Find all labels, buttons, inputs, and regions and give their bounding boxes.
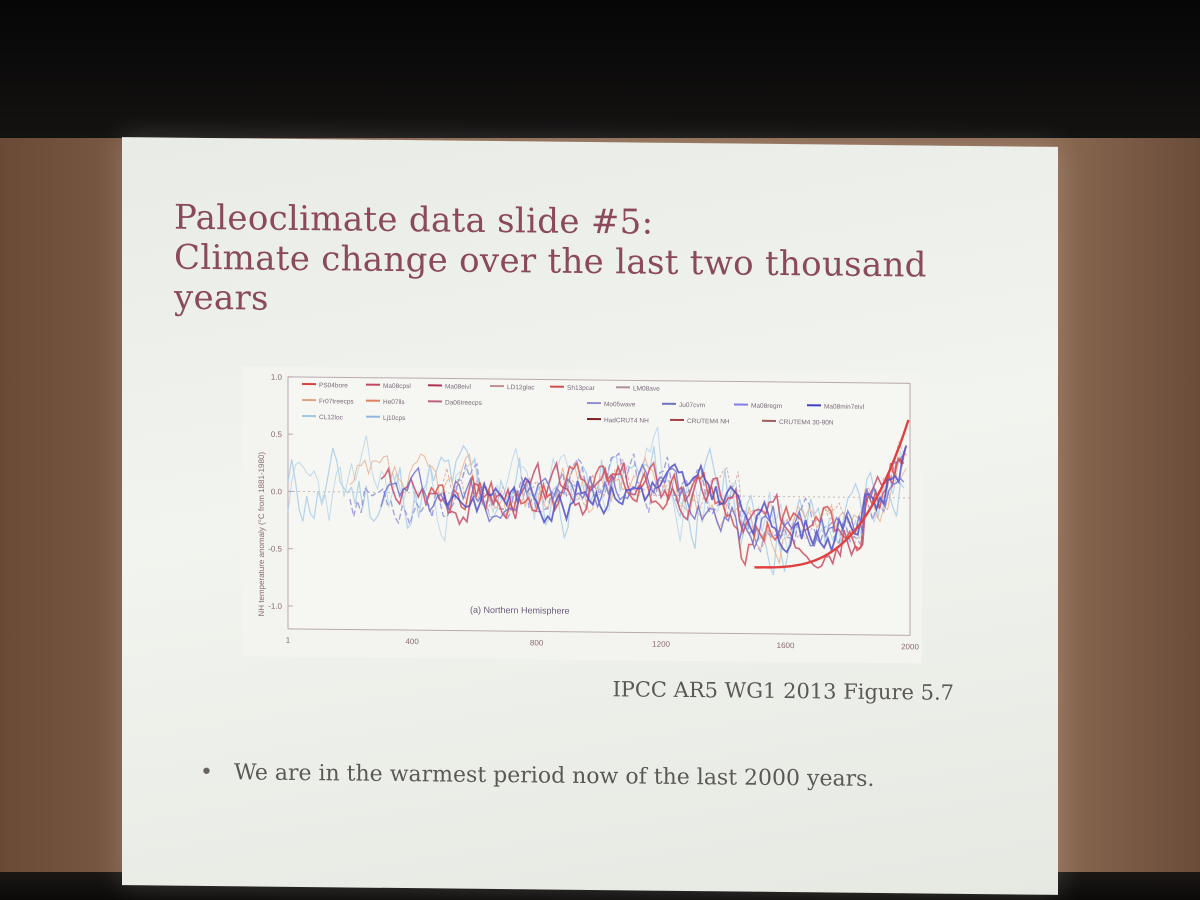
legend-entry: LM08ave xyxy=(616,385,660,393)
figure-legend: PS04bore Ma08cpsl Ma08eivl LD12glac Sh13pcar… xyxy=(302,382,865,427)
legend-label: Ma08eivl xyxy=(445,383,472,390)
legend-entry: LD12glac xyxy=(490,384,535,391)
y-tick-label: 0.5 xyxy=(271,430,283,439)
legend-entry: Fr07treecps xyxy=(302,398,354,406)
legend-entry: Ma08regm xyxy=(734,403,782,410)
legend-label: CRUTEM4 NH xyxy=(687,418,730,425)
dark-ceiling xyxy=(0,0,1200,150)
legend-entry: PS04bore xyxy=(302,382,348,389)
x-tick-label: 400 xyxy=(405,637,419,646)
legend-entry: He07lls xyxy=(366,399,405,406)
reconstruction-trace xyxy=(349,452,907,553)
legend-entry: Ju07cvm xyxy=(662,402,705,409)
x-tick-label: 1200 xyxy=(652,640,670,649)
legend-entry: CRUTEM4 NH xyxy=(670,418,730,425)
legend-entry: Ma08eivl xyxy=(428,383,472,391)
legend-label: LM08ave xyxy=(633,385,660,392)
reconstruction-trace xyxy=(380,463,905,551)
legend-label: CRUTEM4 30-90N xyxy=(779,419,834,427)
legend-entry: Ma08min7eivl xyxy=(807,403,865,411)
slide-title: Paleoclimate data slide #5: Climate chan… xyxy=(174,198,1034,327)
legend-entry: Lj10cps xyxy=(366,415,406,422)
plot-frame xyxy=(287,376,911,636)
x-tick-label: 800 xyxy=(530,638,544,647)
panel-label: (a) Northern Hemisphere xyxy=(470,605,570,616)
legend-entry: HadCRUT4 NH xyxy=(587,417,649,425)
legend-label: Mo05wave xyxy=(604,401,636,408)
legend-label: CL12loc xyxy=(319,414,344,421)
bullet-list: We are in the warmest period now of the … xyxy=(200,760,1020,794)
legend-label: Ma08regm xyxy=(751,403,782,410)
legend-label: Ma08min7eivl xyxy=(824,403,865,410)
x-tick-label: 2000 xyxy=(901,642,919,651)
legend-label: He07lls xyxy=(383,399,405,406)
legend-label: LD12glac xyxy=(507,384,535,391)
legend-label: PS04bore xyxy=(319,382,348,389)
legend-label: Sh13pcar xyxy=(567,385,596,392)
legend-label: Fr07treecps xyxy=(319,398,354,405)
legend-entry: Mo05wave xyxy=(587,401,636,408)
legend-entry: CRUTEM4 30-90N xyxy=(762,419,834,427)
reconstruction-trace xyxy=(426,446,907,567)
y-axis-label: NH temperature anomaly (°C from 1881-198… xyxy=(257,452,266,617)
legend-label: Lj10cps xyxy=(383,415,406,422)
bullet-item: We are in the warmest period now of the … xyxy=(200,760,1020,794)
series-layer xyxy=(287,419,910,576)
x-tick-label: 1 xyxy=(286,636,291,645)
legend-label: Da06treecps xyxy=(445,399,483,406)
x-tick-label: 1600 xyxy=(777,641,795,650)
legend-label: Ma08cpsl xyxy=(383,383,411,390)
legend-entry: Ma08cpsl xyxy=(366,383,411,390)
legend-label: HadCRUT4 NH xyxy=(604,417,649,424)
y-tick-label: -1.0 xyxy=(268,602,282,611)
legend-label: Ju07cvm xyxy=(679,402,705,409)
legend-entry: Da06treecps xyxy=(428,399,483,407)
reconstruction-trace xyxy=(380,457,905,569)
borehole-trace xyxy=(754,419,910,569)
projected-slide: Paleoclimate data slide #5: Climate chan… xyxy=(122,137,1058,895)
y-tick-label: -0.5 xyxy=(268,544,282,553)
figure-svg: PS04bore Ma08cpsl Ma08eivl LD12glac Sh13pcar… xyxy=(242,366,922,664)
figure-caption: IPCC AR5 WG1 2013 Figure 5.7 xyxy=(612,677,954,705)
legend-entry: CL12loc xyxy=(302,414,344,421)
paleoclimate-figure: PS04bore Ma08cpsl Ma08eivl LD12glac Sh13pcar… xyxy=(242,366,922,664)
y-tick-label: 1.0 xyxy=(271,373,283,382)
legend-entry: Sh13pcar xyxy=(550,385,596,392)
y-tick-label: 0.0 xyxy=(271,487,283,496)
zero-reference-line xyxy=(288,490,910,499)
